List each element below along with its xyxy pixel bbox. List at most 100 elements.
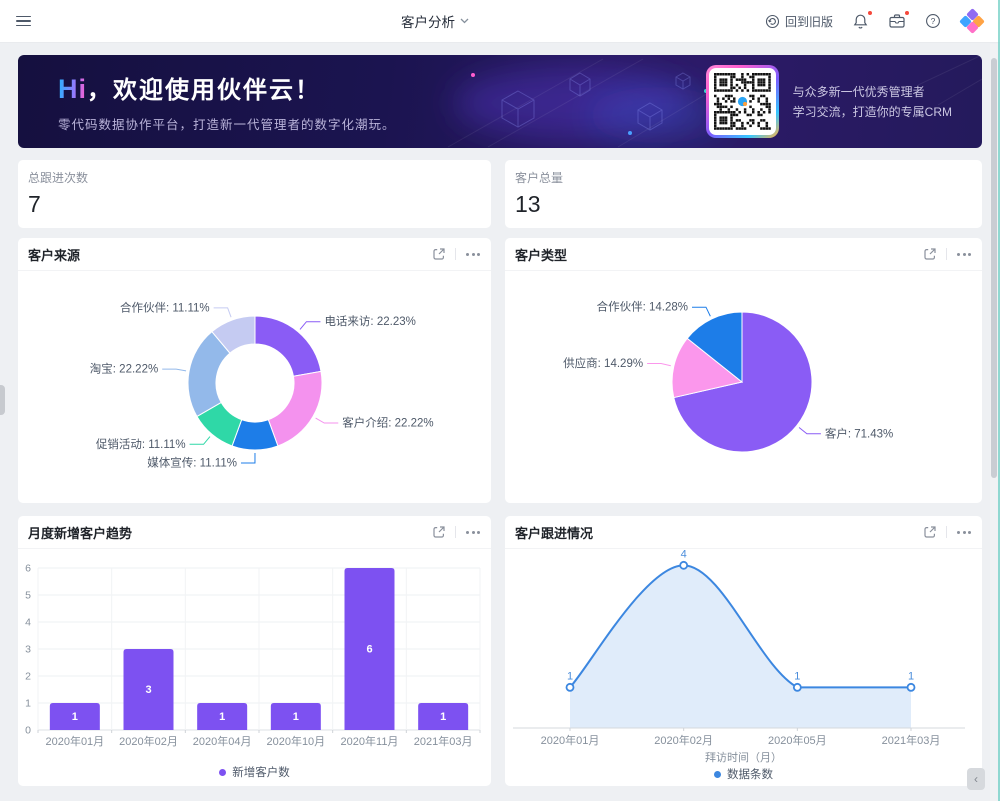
- back-to-old-button[interactable]: 回到旧版: [765, 13, 833, 30]
- svg-text:0: 0: [25, 725, 31, 737]
- svg-text:4: 4: [25, 617, 31, 629]
- chart-row-2: 月度新增客户趋势 0 1 2 3 4 5 6 1 2020年01月 3 2020年02月 1 2020年…: [18, 516, 982, 786]
- svg-text:1: 1: [25, 698, 31, 710]
- briefcase-icon: [889, 14, 905, 28]
- more-button[interactable]: [465, 528, 481, 537]
- expand-icon[interactable]: [923, 247, 937, 261]
- svg-text:媒体宣传: 11.11%: 媒体宣传: 11.11%: [147, 456, 237, 470]
- svg-text:1: 1: [219, 711, 225, 723]
- notifications-button[interactable]: [852, 9, 873, 30]
- card-monthly-trend: 月度新增客户趋势 0 1 2 3 4 5 6 1 2020年01月 3 2020年02月 1 2020年…: [18, 516, 491, 786]
- svg-text:6: 6: [366, 644, 372, 656]
- legend-new-customers[interactable]: 新增客户数: [18, 764, 491, 780]
- legend-label: 新增客户数: [232, 767, 290, 779]
- legend-dot: [714, 770, 721, 778]
- bar-chart-monthly-trend[interactable]: 0 1 2 3 4 5 6 1 2020年01月 3 2020年02月 1 2020年04月 1 2020年…: [18, 549, 491, 761]
- chart-row-1: 客户来源 电话来访: 22.23% 客户介绍: 22.22% 媒体宣传: 11.11…: [18, 238, 982, 503]
- svg-text:1: 1: [567, 670, 573, 682]
- svg-text:电话来访: 22.23%: 电话来访: 22.23%: [324, 315, 415, 328]
- inbox-badge: [904, 10, 910, 16]
- pie-chart-customer-type[interactable]: 客户: 71.43% 供应商: 14.29% 合作伙伴: 14.28%: [505, 271, 982, 503]
- stat-card-customers: 客户总量 13: [505, 160, 982, 228]
- donut-chart-customer-source[interactable]: 电话来访: 22.23% 客户介绍: 22.22% 媒体宣传: 11.11% 促销活动…: [18, 271, 491, 503]
- expand-icon[interactable]: [432, 525, 446, 539]
- svg-text:1: 1: [72, 711, 78, 723]
- svg-text:2020年01月: 2020年01月: [541, 733, 600, 747]
- svg-text:2021年03月: 2021年03月: [882, 733, 941, 747]
- divider: [946, 248, 947, 260]
- banner-greeting-highlight: Hi: [58, 74, 87, 104]
- svg-text:2020年10月: 2020年10月: [266, 734, 325, 748]
- stat-label: 总跟进次数: [28, 171, 89, 185]
- svg-text:促销活动: 11.11%: 促销活动: 11.11%: [96, 437, 186, 451]
- card-title: 月度新增客户趋势: [28, 525, 133, 541]
- banner-greeting-rest: ，欢迎使用伙伴云！: [87, 77, 321, 104]
- menu-icon[interactable]: [16, 13, 31, 30]
- svg-text:2020年04月: 2020年04月: [193, 734, 252, 748]
- chevron-down-icon: [460, 18, 469, 24]
- drawer-handle[interactable]: [0, 385, 5, 415]
- svg-text:4: 4: [681, 548, 687, 560]
- svg-text:3: 3: [25, 644, 31, 656]
- svg-text:2: 2: [25, 671, 31, 683]
- welcome-banner: Hi，欢迎使用伙伴云！ 零代码数据协作平台，打造新一代管理者的数字化潮玩。 与众…: [18, 55, 982, 148]
- return-old-version-icon: [765, 14, 780, 28]
- svg-text:淘宝: 22.22%: 淘宝: 22.22%: [90, 362, 158, 376]
- more-button[interactable]: [465, 250, 481, 259]
- svg-text:?: ?: [931, 16, 936, 26]
- divider: [946, 526, 947, 538]
- divider: [455, 526, 456, 538]
- card-title: 客户类型: [515, 247, 568, 263]
- qr-code: [705, 65, 779, 138]
- stat-cards: 总跟进次数 7 客户总量 13: [18, 160, 982, 228]
- collapse-panel-button[interactable]: ‹: [967, 768, 985, 790]
- card-customer-type: 客户类型 客户: 71.43% 供应商: 14.29% 合作伙伴: 14.28%: [505, 238, 982, 503]
- stat-label: 客户总量: [515, 171, 564, 185]
- svg-text:2020年11月: 2020年11月: [341, 734, 399, 748]
- svg-text:2021年03月: 2021年03月: [414, 734, 473, 748]
- svg-text:1: 1: [293, 711, 299, 723]
- legend-data-count[interactable]: 数据条数: [505, 766, 982, 782]
- qr-caption-line1: 与众多新一代优秀管理者: [792, 84, 925, 99]
- bell-icon: [853, 14, 868, 29]
- legend-label: 数据条数: [727, 769, 773, 781]
- app-logo[interactable]: [959, 8, 985, 34]
- legend-dot: [219, 768, 227, 776]
- svg-text:3: 3: [145, 684, 151, 696]
- card-title: 客户来源: [28, 247, 81, 263]
- page-title[interactable]: 客户分析: [401, 11, 469, 31]
- more-button[interactable]: [956, 528, 972, 537]
- banner-title: Hi，欢迎使用伙伴云！: [58, 70, 396, 105]
- svg-text:供应商: 14.29%: 供应商: 14.29%: [563, 356, 643, 370]
- card-title: 客户跟进情况: [515, 525, 594, 541]
- svg-text:合作伙伴: 14.28%: 合作伙伴: 14.28%: [597, 300, 688, 314]
- svg-text:6: 6: [25, 563, 31, 575]
- x-axis-title: 拜访时间（月）: [705, 752, 782, 764]
- expand-icon[interactable]: [432, 247, 446, 261]
- card-customer-source: 客户来源 电话来访: 22.23% 客户介绍: 22.22% 媒体宣传: 11.11…: [18, 238, 491, 503]
- svg-text:2020年01月: 2020年01月: [45, 734, 104, 748]
- divider: [455, 248, 456, 260]
- svg-text:5: 5: [25, 590, 31, 602]
- svg-text:合作伙伴: 11.11%: 合作伙伴: 11.11%: [120, 300, 210, 314]
- expand-icon[interactable]: [923, 525, 937, 539]
- stat-value: 7: [28, 191, 41, 217]
- svg-text:1: 1: [440, 711, 446, 723]
- notification-badge: [867, 9, 873, 16]
- svg-text:客户介绍: 22.22%: 客户介绍: 22.22%: [342, 416, 433, 430]
- svg-text:2020年02月: 2020年02月: [119, 734, 178, 748]
- svg-text:2020年02月: 2020年02月: [654, 733, 713, 747]
- svg-text:1: 1: [794, 670, 800, 682]
- more-button[interactable]: [956, 250, 972, 259]
- scrollbar-thumb[interactable]: [991, 58, 997, 478]
- window-edge: [998, 0, 1000, 801]
- banner-subtitle: 零代码数据协作平台，打造新一代管理者的数字化潮玩。: [58, 118, 396, 132]
- card-followup-status: 客户跟进情况 1 2020年01月 4 2020年02月 1 2020年05月 1 2021年…: [505, 516, 982, 786]
- line-chart-followup[interactable]: 1 2020年01月 4 2020年02月 1 2020年05月 1 2021年03月: [505, 548, 982, 748]
- stat-value: 13: [515, 191, 541, 217]
- banner-decoration: [447, 55, 982, 148]
- page-title-text: 客户分析: [401, 15, 455, 30]
- inbox-button[interactable]: [888, 10, 910, 29]
- stat-card-followups: 总跟进次数 7: [18, 160, 491, 228]
- help-button[interactable]: ?: [925, 13, 941, 29]
